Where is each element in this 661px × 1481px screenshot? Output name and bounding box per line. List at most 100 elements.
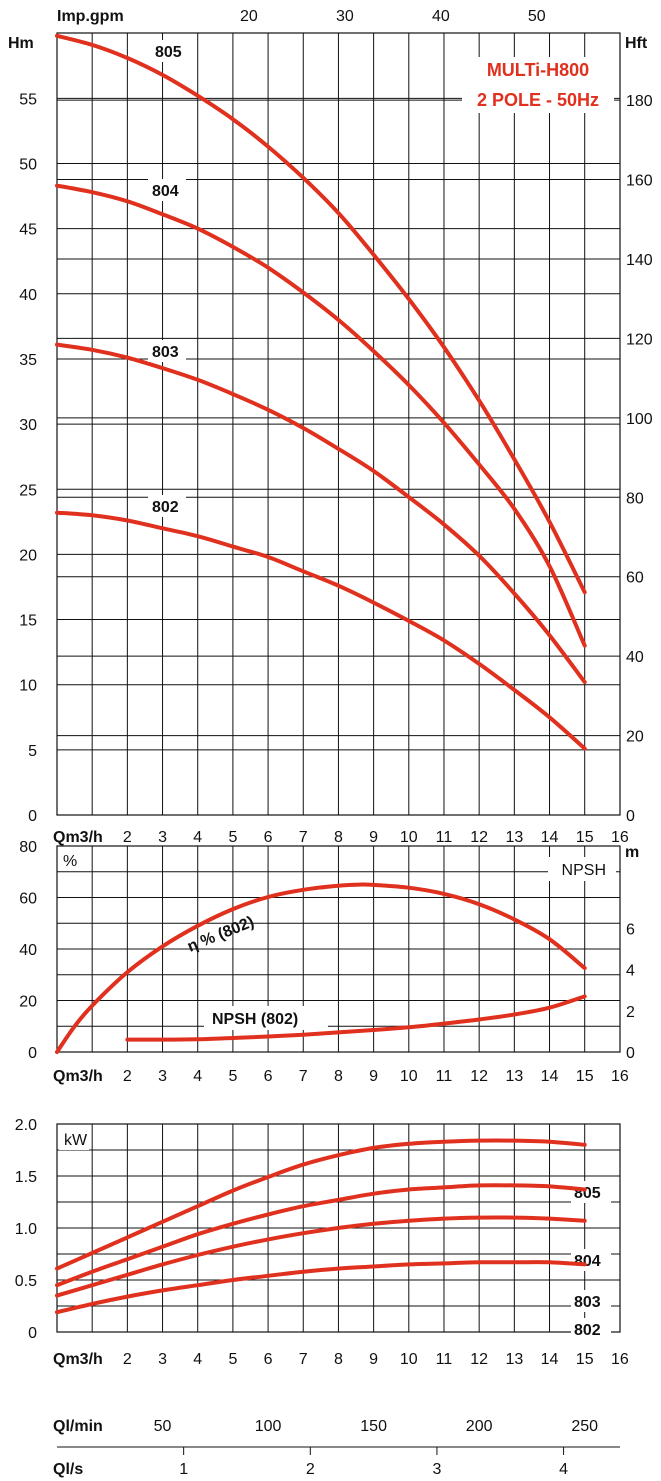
x-tick-label: 7 (299, 829, 308, 846)
x-tick-label: 11 (436, 1068, 453, 1085)
x-tick-label: 4 (193, 829, 202, 846)
series-line-efficiency (55, 882, 587, 1054)
x-tick-label: 5 (228, 829, 237, 846)
series-label-background (151, 40, 189, 62)
series-line-803 (55, 1215, 587, 1298)
series-label-background (571, 1318, 611, 1340)
x-tick-label: 2 (123, 1068, 132, 1085)
series-line-805 (55, 1138, 587, 1271)
y-tick-label-right: 80 (626, 490, 644, 507)
series-line-802 (55, 510, 587, 751)
y-tick-label: 60 (19, 891, 37, 908)
x-tick-label: 12 (470, 1068, 488, 1085)
y-tick-label: 5 (28, 743, 37, 760)
x-tick-label: 6 (264, 1351, 273, 1368)
x-tick-label: 6 (264, 829, 273, 846)
y-tick-label-right: 100 (626, 411, 653, 428)
x-tick-label: 7 (299, 1351, 308, 1368)
y-tick-label: 1.0 (15, 1221, 37, 1238)
y-tick-label-right: 4 (626, 963, 635, 980)
y-tick-label: 0 (28, 1045, 37, 1062)
x-tick-label: 11 (436, 829, 453, 846)
x-tick-label: 11 (436, 1351, 453, 1368)
head-chart: 0510152025303540455055020406080100120140… (8, 8, 653, 846)
y-tick-label: 0 (28, 808, 37, 825)
x-tick-label: 3 (158, 1068, 167, 1085)
x-tick-label: 10 (400, 829, 418, 846)
title-background (462, 57, 614, 113)
x-tick-label: 15 (576, 829, 594, 846)
y-tick-label-right: 20 (626, 729, 644, 746)
x-tick-label: 14 (541, 1351, 559, 1368)
y-tick-label: 0 (28, 1325, 37, 1342)
power-chart: 0 0.5 1.0 1.5 2.0 kW Qm3/h 2 3 4 5 6 7 8 9 10 11 12 13 14 15… (15, 1117, 629, 1368)
x-tick-label: 8 (334, 1068, 343, 1085)
plot-frame (56, 1123, 621, 1333)
series-line-803 (55, 342, 587, 685)
y-tick-label-right: 2 (626, 1004, 635, 1021)
y-tick-label: 35 (19, 352, 37, 369)
y-tick-label: 30 (19, 417, 37, 434)
y-tick-label-right: 60 (626, 570, 644, 587)
x-tick-label: 5 (228, 1351, 237, 1368)
series-label-background (571, 1290, 611, 1312)
series-label: 803 (574, 1294, 601, 1311)
x-tick-label: 9 (369, 1068, 378, 1085)
unit-label-background (59, 1128, 89, 1150)
series-line-npsh (125, 994, 587, 1042)
series-label: 804 (574, 1253, 601, 1270)
top-tick-label: 40 (432, 8, 450, 25)
npsh-series-label: NPSH (802) (212, 1011, 298, 1028)
x-tick-label: 13 (505, 1351, 523, 1368)
y-tick-label: 55 (19, 91, 37, 108)
x-tick-label: 9 (369, 1351, 378, 1368)
x-tick-label: 13 (505, 829, 523, 846)
y-tick-label: 45 (19, 222, 37, 239)
x-axis-label: Qm3/h (53, 1068, 103, 1085)
ql-min-tick-label: 250 (571, 1418, 598, 1435)
plot-frame (56, 32, 621, 816)
x-tick-label: 12 (470, 829, 488, 846)
top-tick-label: 30 (336, 8, 354, 25)
y-axis-label: Hm (8, 35, 34, 52)
ql-s-tick-label: 4 (559, 1461, 568, 1478)
series-line-802 (55, 1260, 587, 1315)
ql-min-tick-label: 200 (466, 1418, 493, 1435)
npsh-series-label-background (204, 1006, 328, 1030)
ql-s-tick-label: 3 (432, 1461, 441, 1478)
y-tick-label-right: 140 (626, 252, 653, 269)
ql-s-tick-label: 2 (306, 1461, 315, 1478)
top-axis-label: Imp.gpm (57, 8, 124, 25)
x-tick-label: 15 (576, 1068, 594, 1085)
x-tick-label: 12 (470, 1351, 488, 1368)
ql-s-axis-label: Ql/s (53, 1461, 83, 1478)
y-tick-label-right: 40 (626, 649, 644, 666)
x-tick-label: 8 (334, 1351, 343, 1368)
y-tick-label-right: 0 (626, 1045, 635, 1062)
chart-title: MULTi-H800 (487, 60, 589, 80)
y-tick-label: 15 (19, 613, 37, 630)
unit-label-background (59, 849, 85, 871)
ql-min-tick-label: 100 (255, 1418, 282, 1435)
x-axis-label: Qm3/h (53, 1351, 103, 1368)
x-tick-label: 2 (123, 1351, 132, 1368)
series-label-background (571, 1181, 611, 1203)
x-tick-label: 4 (193, 1351, 202, 1368)
y-tick-label: 20 (19, 547, 37, 564)
npsh-label-background (548, 857, 616, 881)
x-tick-label: 14 (541, 829, 559, 846)
efficiency-npsh-chart: 0 20 40 60 80 0 2 4 6% m NPSH Qm3/h 2 3 4 5 6 7 8 9 10 11 12 13… (19, 839, 639, 1085)
series-line-804 (55, 183, 587, 648)
y-tick-label-right: 6 (626, 921, 635, 938)
ql-s-tick-label: 1 (179, 1461, 188, 1478)
y-tick-label: 20 (19, 994, 37, 1011)
x-tick-label: 13 (505, 1068, 523, 1085)
series-label: 803 (152, 344, 179, 361)
x-tick-label: 6 (264, 1068, 273, 1085)
series-label: 802 (574, 1322, 601, 1339)
x-tick-label: 16 (611, 1351, 629, 1368)
y-tick-label: 1.5 (15, 1169, 37, 1186)
x-tick-label: 4 (193, 1068, 202, 1085)
top-tick-label: 50 (528, 8, 546, 25)
series-label-background (148, 340, 186, 362)
